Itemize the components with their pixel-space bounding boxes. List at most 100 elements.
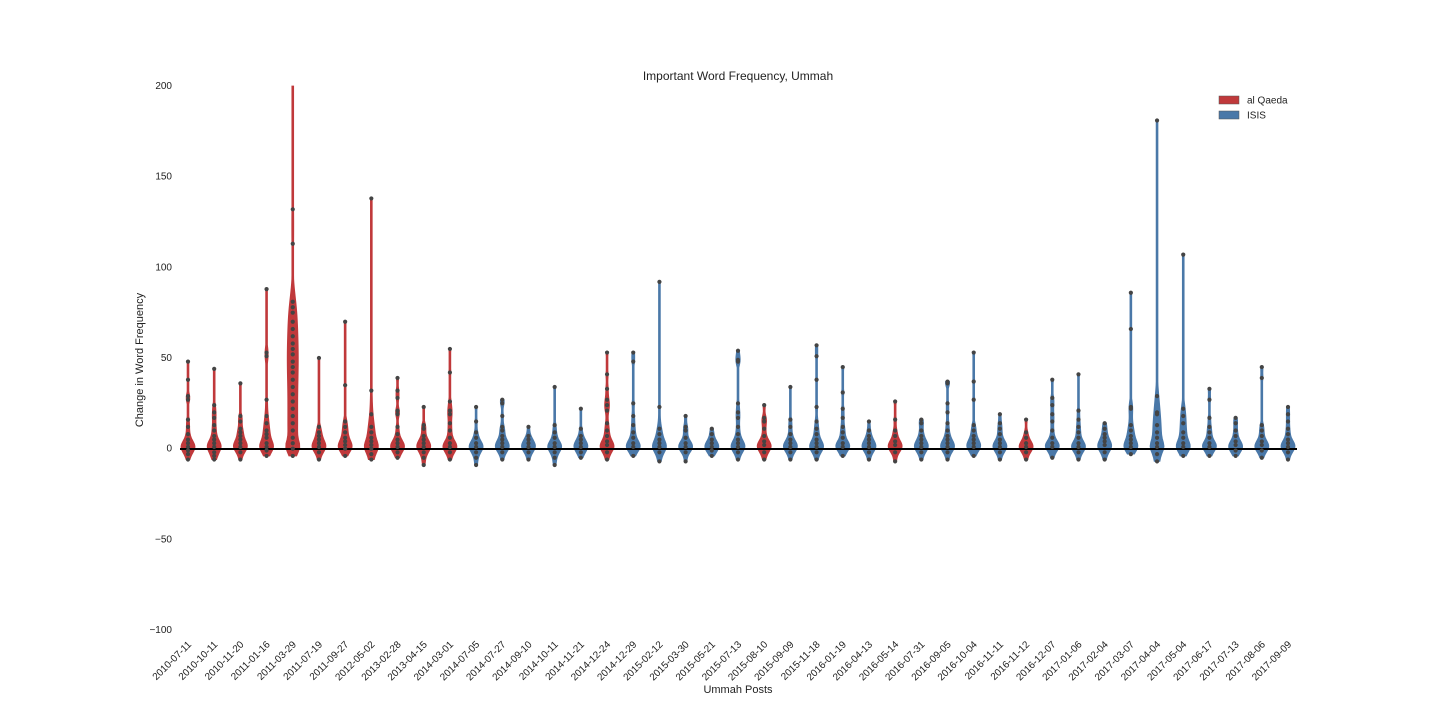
data-point [290,399,295,404]
data-point [1181,430,1186,435]
data-point [185,452,191,457]
data-point [212,450,217,455]
data-point [316,441,322,446]
data-point [395,424,400,430]
data-point [421,433,426,439]
data-point [500,413,505,419]
data-point [1076,372,1081,377]
data-point [264,354,269,359]
data-point [1102,435,1107,440]
data-point [945,410,950,415]
data-point [1128,441,1133,446]
data-point [238,441,243,446]
data-point [290,413,295,419]
data-point [395,388,400,393]
data-point [1050,403,1055,408]
data-point [290,435,295,440]
data-point [709,453,714,459]
data-point [212,437,217,442]
data-point [919,428,924,433]
data-point [1154,393,1160,399]
data-point [1128,452,1133,457]
data-point [735,415,741,420]
data-point [945,457,950,462]
data-point [1181,252,1186,257]
data-point [238,457,243,462]
data-point [1102,439,1107,444]
data-point [1285,457,1291,462]
data-point [185,432,191,437]
data-point [264,413,269,419]
data-point [945,401,950,406]
data-point [631,444,636,449]
data-point [997,412,1003,417]
data-point [604,450,610,455]
data-point [343,442,348,448]
data-point [1076,444,1081,449]
data-point [1076,435,1081,440]
data-point [814,450,819,455]
data-point [473,430,479,435]
data-point [526,450,531,455]
data-point [552,462,557,468]
data-point [316,433,322,439]
data-point [997,426,1003,431]
data-point [473,450,479,455]
data-point [1076,417,1081,422]
data-point [1076,430,1081,435]
data-point [421,437,426,442]
data-point [238,430,243,435]
data-point [971,422,976,428]
data-point [421,462,426,468]
data-point [1023,444,1029,449]
data-point [343,424,348,430]
data-point [290,299,295,304]
data-point [212,422,217,428]
data-point [447,444,453,449]
data-point [526,424,531,430]
data-point [369,452,374,457]
data-point [762,457,767,462]
data-point [971,397,976,402]
data-point [264,444,269,449]
data-point [1154,452,1160,457]
data-point [185,437,191,442]
data-point [1285,432,1291,437]
data-point [866,428,872,433]
data-point [762,433,767,439]
data-point [1207,424,1212,430]
data-point [893,428,898,433]
data-point [683,435,688,440]
y-tick-label: −50 [155,534,172,545]
data-point [395,395,400,400]
data-point [945,428,950,433]
data-point [316,437,322,442]
data-point [1128,433,1133,439]
data-point [604,421,610,426]
data-point [1128,422,1133,428]
data-point [1154,435,1160,440]
data-point [945,437,950,442]
data-point [395,412,400,417]
data-point [421,426,426,431]
data-point [343,453,348,459]
data-point [631,359,636,364]
data-point [735,359,741,364]
data-point [369,457,374,462]
data-point [1050,377,1055,382]
data-point [893,450,898,455]
data-point [945,421,950,426]
data-point [1233,433,1238,439]
data-point [762,403,767,408]
data-point [1050,428,1055,433]
data-point [1285,450,1291,455]
data-point [971,444,976,449]
data-point [919,417,924,422]
data-point [762,415,767,420]
data-point [395,450,400,455]
data-point [814,377,819,382]
data-point [1259,442,1264,448]
data-point [238,381,243,386]
data-point [1207,430,1212,435]
data-point [657,444,662,449]
